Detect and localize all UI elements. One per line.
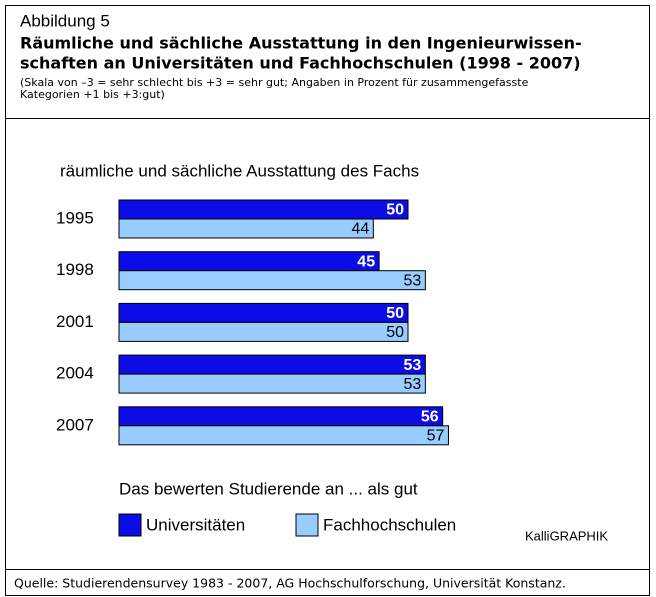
bar — [118, 199, 409, 220]
legend-swatch — [295, 513, 319, 537]
y-tick-label: 1998 — [56, 260, 94, 279]
y-tick-label: 2004 — [56, 364, 94, 383]
value-label: 44 — [352, 221, 370, 238]
legend-swatch — [118, 513, 142, 537]
bar — [118, 406, 444, 427]
value-label: 57 — [427, 428, 445, 445]
value-label: 53 — [404, 272, 422, 289]
value-label: 50 — [386, 305, 404, 322]
bar — [118, 354, 426, 375]
y-tick-label: 2007 — [56, 415, 94, 434]
y-tick-label: 2001 — [56, 312, 94, 331]
bar — [118, 251, 380, 272]
figure-note: (Skala von –3 = sehr schlecht bis +3 = s… — [20, 76, 529, 89]
chart-title: räumliche und sächliche Ausstattung des … — [60, 161, 419, 180]
value-label: 53 — [404, 357, 422, 374]
value-label: 50 — [386, 324, 404, 341]
bar — [118, 270, 426, 291]
value-label: 56 — [421, 409, 439, 426]
y-tick-label: 1995 — [56, 208, 94, 227]
bar — [118, 373, 426, 394]
value-label: 45 — [357, 253, 375, 270]
legend-label: Fachhochschulen — [323, 515, 456, 534]
figure-title: schaften an Universitäten und Fachhochsc… — [20, 54, 581, 73]
credit: KalliGRAPHIK — [525, 528, 608, 543]
value-label: 53 — [404, 376, 422, 393]
bar — [118, 321, 409, 342]
bar — [118, 218, 374, 239]
frame — [5, 5, 650, 596]
caption: Das bewerten Studierende an ... als gut — [119, 479, 418, 498]
bar — [118, 302, 409, 323]
bar — [118, 425, 449, 446]
figure-note: Kategorien +1 bis +3:gut) — [20, 88, 165, 101]
value-label: 50 — [386, 202, 404, 219]
figure-title: Räumliche und sächliche Ausstattung in d… — [20, 34, 582, 53]
source: Quelle: Studierendensurvey 1983 - 2007, … — [14, 576, 566, 591]
legend-label: Universitäten — [146, 515, 245, 534]
figure-label: Abbildung 5 — [20, 11, 110, 30]
